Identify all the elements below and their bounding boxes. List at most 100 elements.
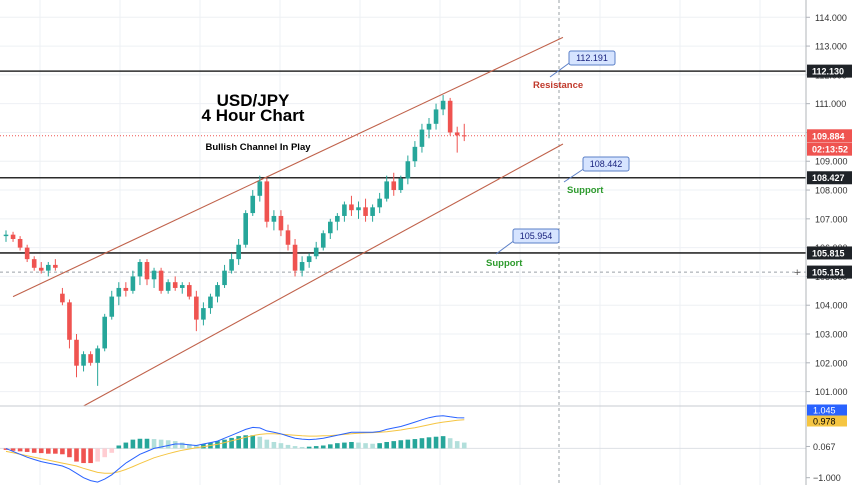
candle-body: [271, 215, 277, 222]
macd-value-tag: [807, 415, 847, 427]
candle-body: [95, 348, 100, 363]
macd-histogram-bar: [257, 436, 263, 449]
candle-body: [67, 302, 72, 340]
price-channel: [12, 36, 564, 407]
candle-body: [342, 204, 347, 216]
macd-histogram-bar: [454, 441, 460, 449]
candle-body: [243, 213, 248, 245]
candle-body: [285, 230, 291, 245]
candle-body: [60, 293, 65, 303]
price-tag-label: 112.130: [812, 67, 844, 77]
candle-body: [292, 244, 298, 271]
macd-histogram-bar: [426, 437, 432, 449]
candle-body: [461, 135, 467, 137]
macd-histogram-bar: [116, 445, 122, 449]
macd-histogram-bar: [88, 448, 93, 464]
macd-histogram-bar: [17, 448, 23, 452]
macd-histogram-bar: [10, 448, 16, 451]
candle-body: [377, 198, 382, 208]
candle-body: [88, 354, 93, 363]
macd-histogram-bar: [306, 446, 312, 449]
macd-histogram-bar: [461, 442, 467, 449]
macd-histogram-bar: [53, 448, 58, 454]
candle-body: [222, 270, 227, 286]
candle-body: [335, 215, 340, 222]
axis-tick-label: 107.000: [815, 214, 848, 224]
macd-histogram-bar: [356, 442, 361, 449]
macd-histogram-bar: [229, 437, 234, 449]
macd-histogram-bar: [398, 440, 404, 449]
macd-axis-label: −1.000: [813, 473, 841, 483]
callout-resistance: 112.191: [549, 50, 616, 78]
macd-histogram-bar: [102, 448, 107, 458]
candle-body: [299, 262, 305, 271]
macd-histogram-bar: [391, 441, 397, 449]
macd-histogram-bar: [144, 438, 150, 449]
candle-body: [46, 264, 51, 271]
macd-histogram-bar: [264, 439, 270, 449]
candle-body: [53, 264, 58, 268]
candle-body: [250, 195, 256, 214]
macd-histogram-bar: [299, 446, 305, 449]
macd-histogram-bar: [335, 443, 340, 449]
candle-body: [257, 181, 263, 196]
macd-histogram-bar: [433, 436, 439, 449]
candle-body: [440, 100, 446, 110]
price-axis[interactable]: 114.000113.000112.000111.000110.000109.0…: [794, 0, 852, 485]
candle-body: [187, 285, 192, 297]
macd-histogram-bar: [74, 448, 79, 462]
candle-body: [151, 270, 157, 280]
macd-histogram-bar: [46, 448, 51, 454]
price-tag-label: 105.815: [812, 248, 845, 258]
candle-body: [398, 178, 404, 191]
candle-body: [328, 221, 333, 234]
macd-histogram-bar: [342, 442, 347, 449]
macd-histogram-bar: [81, 448, 86, 464]
macd-histogram-bar: [194, 444, 199, 449]
axis-tick-label: 109.000: [815, 157, 848, 167]
macd-histogram-bar: [349, 441, 354, 449]
price-tag: [807, 171, 852, 185]
candle-body: [179, 285, 185, 288]
axis-tick-label: 104.000: [815, 301, 848, 311]
macd-histogram-bar: [187, 444, 192, 449]
macd-histogram-bar: [172, 441, 178, 449]
price-tag: [807, 129, 852, 143]
candle-body: [38, 267, 44, 271]
macd-histogram-bar: [328, 444, 333, 449]
price-tag-label: 02:13:52: [812, 145, 848, 155]
macd-indicator: [0, 405, 852, 483]
candle-body: [130, 276, 136, 291]
candle-body: [313, 247, 319, 257]
macd-histogram-bar: [24, 448, 30, 452]
svg-text:105.954: 105.954: [520, 231, 553, 241]
candle-body: [363, 207, 368, 216]
macd-histogram-bar: [137, 438, 143, 449]
candle-body: [158, 270, 164, 291]
macd-histogram-bar: [165, 440, 171, 449]
macd-histogram-bar: [320, 445, 326, 449]
axis-tick-label: 113.000: [815, 42, 847, 52]
candle-body: [81, 354, 86, 366]
candle-body: [412, 146, 418, 162]
macd-histogram-bar: [370, 443, 375, 449]
macd-histogram-bar: [158, 439, 164, 449]
support-label-upper: Support: [567, 185, 604, 196]
candle-body: [31, 259, 37, 268]
macd-histogram-bar: [109, 448, 115, 453]
candle-body: [24, 247, 30, 260]
macd-histogram-bar: [130, 439, 136, 449]
candle-body: [74, 339, 79, 366]
candle-body: [165, 282, 171, 291]
candle-body: [447, 100, 453, 133]
candle-body: [17, 238, 23, 248]
macd-signal-line: [5, 419, 465, 474]
candle-body: [194, 296, 199, 320]
channel-lower-line: [83, 143, 564, 407]
candle-body: [201, 308, 206, 320]
macd-histogram-bar: [179, 442, 185, 449]
axis-tick-label: 114.000: [815, 13, 847, 23]
axis-tick-label: 103.000: [815, 330, 848, 340]
